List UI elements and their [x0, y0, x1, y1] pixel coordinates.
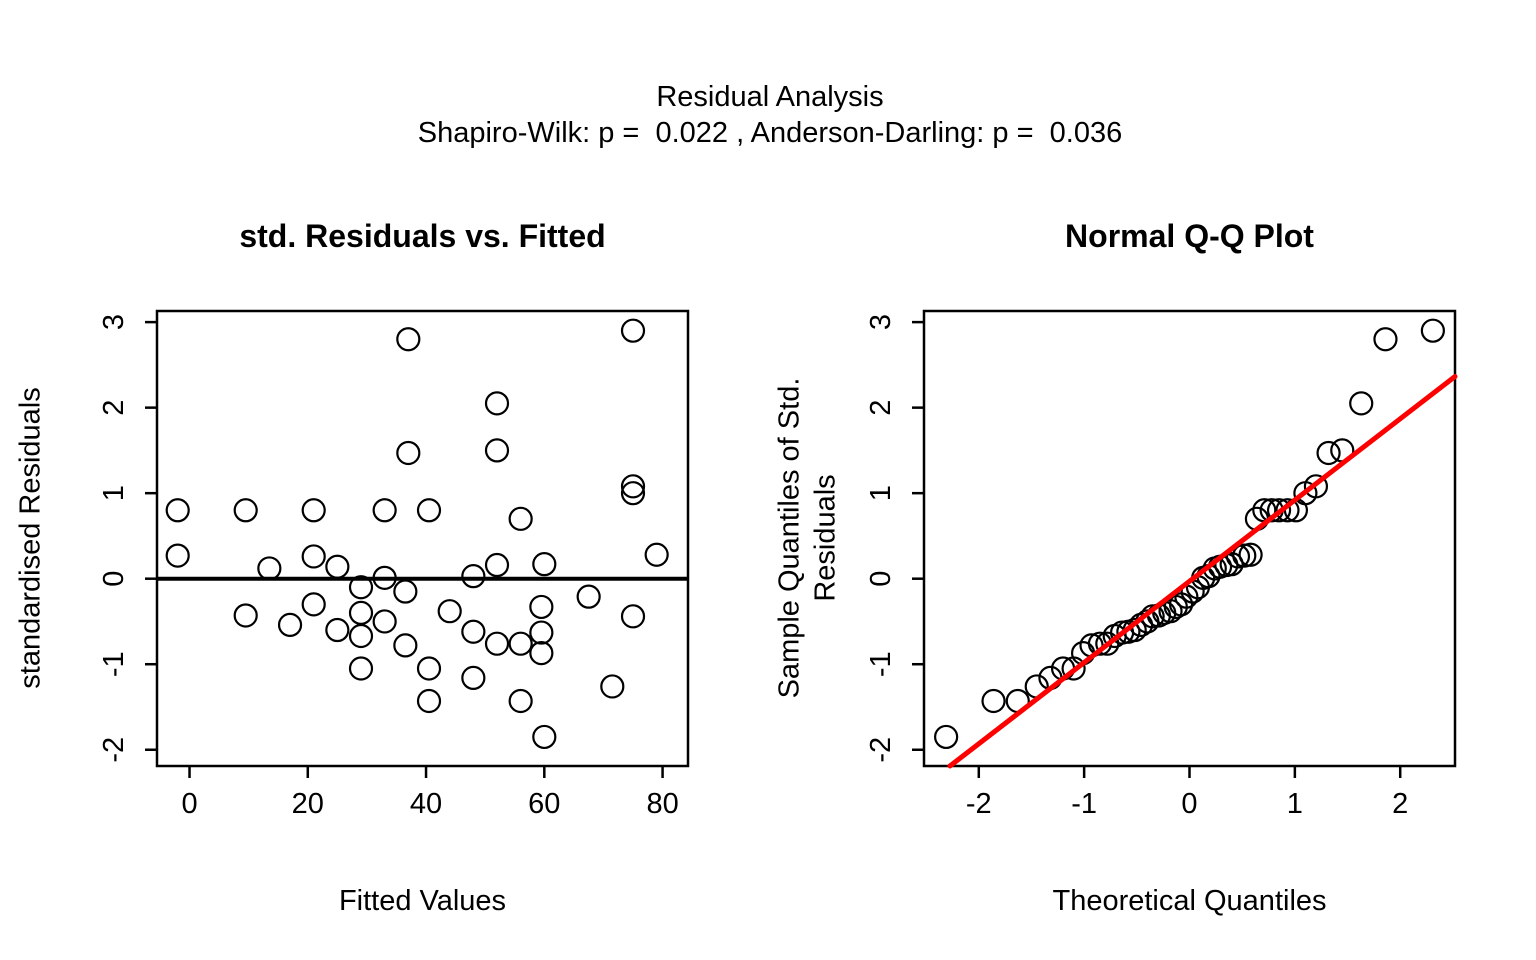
data-point	[461, 619, 486, 644]
x-tick-label: -1	[1071, 788, 1097, 820]
data-point	[620, 318, 646, 343]
theoretical-quantiles-axis-label: Theoretical Quantiles	[1052, 885, 1327, 917]
y-tick-label: -1	[865, 651, 897, 677]
x-tick-label: 0	[181, 788, 197, 820]
data-point	[1349, 391, 1374, 416]
data-point	[576, 584, 601, 609]
data-point	[348, 600, 374, 626]
data-point	[348, 656, 374, 681]
data-point	[325, 554, 350, 579]
data-point	[532, 724, 557, 750]
data-point	[393, 579, 418, 604]
data-point	[981, 688, 1006, 714]
y-tick-label: 2	[865, 400, 897, 416]
data-point	[416, 688, 442, 714]
data-point	[233, 603, 258, 628]
data-point	[416, 656, 442, 681]
data-point	[372, 609, 397, 634]
data-point	[461, 665, 486, 691]
data-point	[532, 552, 557, 577]
data-point	[1316, 440, 1341, 466]
x-tick-label: 40	[410, 788, 442, 820]
y-tick-label: 2	[98, 400, 130, 416]
data-point	[165, 543, 190, 568]
standardised-residuals-axis-label: standardised Residuals	[14, 387, 47, 689]
data-point	[393, 633, 418, 658]
data-point	[484, 391, 510, 416]
data-point	[1303, 474, 1329, 499]
data-point	[1420, 318, 1445, 343]
data-point	[301, 592, 326, 617]
y-tick-label: -2	[865, 737, 897, 763]
y-tick-label: 0	[865, 571, 897, 587]
data-point	[372, 498, 397, 523]
normal-qq-plot: -2 -1 0 1 2 -2 -1 0 1 2 3	[865, 309, 1458, 820]
y-tick-label: 1	[865, 485, 897, 501]
y-tick-label: 3	[865, 314, 897, 330]
data-point	[416, 498, 442, 523]
data-point	[437, 599, 462, 624]
residuals-vs-fitted-plot: 0 20 40 60 80 -2 -1 0 1 2 3	[98, 309, 690, 820]
data-point	[934, 724, 959, 750]
data-point	[600, 674, 625, 699]
data-point	[165, 498, 190, 523]
data-point	[301, 544, 326, 569]
data-point	[620, 474, 646, 499]
qq-reference-line	[947, 374, 1458, 769]
residuals-vs-fitted-title: std. Residuals vs. Fitted	[239, 218, 606, 254]
data-point	[1266, 498, 1292, 523]
figure-main-title: Residual Analysis	[656, 81, 884, 113]
data-point	[620, 604, 646, 629]
data-point	[396, 327, 421, 352]
x-tick-label: 20	[292, 788, 324, 820]
x-tick-label: 0	[1181, 788, 1197, 820]
x-tick-label: 80	[646, 788, 678, 820]
data-point	[508, 631, 533, 656]
data-point	[1219, 552, 1244, 577]
data-point	[508, 688, 533, 714]
data-point	[620, 481, 646, 506]
y-tick-label: 0	[98, 571, 130, 587]
data-point	[484, 552, 510, 578]
data-point	[644, 542, 669, 567]
x-tick-label: 60	[528, 788, 560, 820]
data-point	[1238, 542, 1263, 567]
x-tick-label: -2	[966, 788, 992, 820]
data-point	[484, 631, 510, 656]
data-point	[257, 556, 282, 581]
data-point	[233, 498, 258, 523]
y-tick-label: 1	[98, 485, 130, 501]
figure-subtitle: Shapiro-Wilk: p = 0.022 , Anderson-Darli…	[417, 117, 1123, 149]
y-tick-label: -1	[98, 651, 130, 677]
data-point	[529, 594, 554, 620]
data-point	[277, 612, 303, 637]
data-point	[1373, 327, 1398, 352]
y-tick-label: -2	[98, 737, 130, 763]
data-point	[396, 440, 421, 466]
data-point	[461, 564, 486, 589]
data-point	[348, 623, 374, 649]
data-point	[484, 438, 510, 463]
fitted-values-axis-label: Fitted Values	[338, 885, 507, 917]
data-point	[1275, 498, 1300, 523]
sample-quantiles-axis-label: Sample Quantiles of Std. Residuals	[773, 377, 842, 699]
y-tick-label: 3	[98, 314, 130, 330]
qq-plot-title: Normal Q-Q Plot	[1065, 218, 1314, 254]
data-point	[325, 617, 350, 643]
x-tick-label: 2	[1392, 788, 1408, 820]
data-point	[508, 506, 533, 531]
data-point	[301, 498, 326, 523]
data-point	[529, 641, 554, 666]
x-tick-label: 1	[1287, 788, 1303, 820]
data-point	[529, 620, 554, 645]
data-point	[348, 575, 374, 600]
plot-border	[155, 309, 690, 768]
